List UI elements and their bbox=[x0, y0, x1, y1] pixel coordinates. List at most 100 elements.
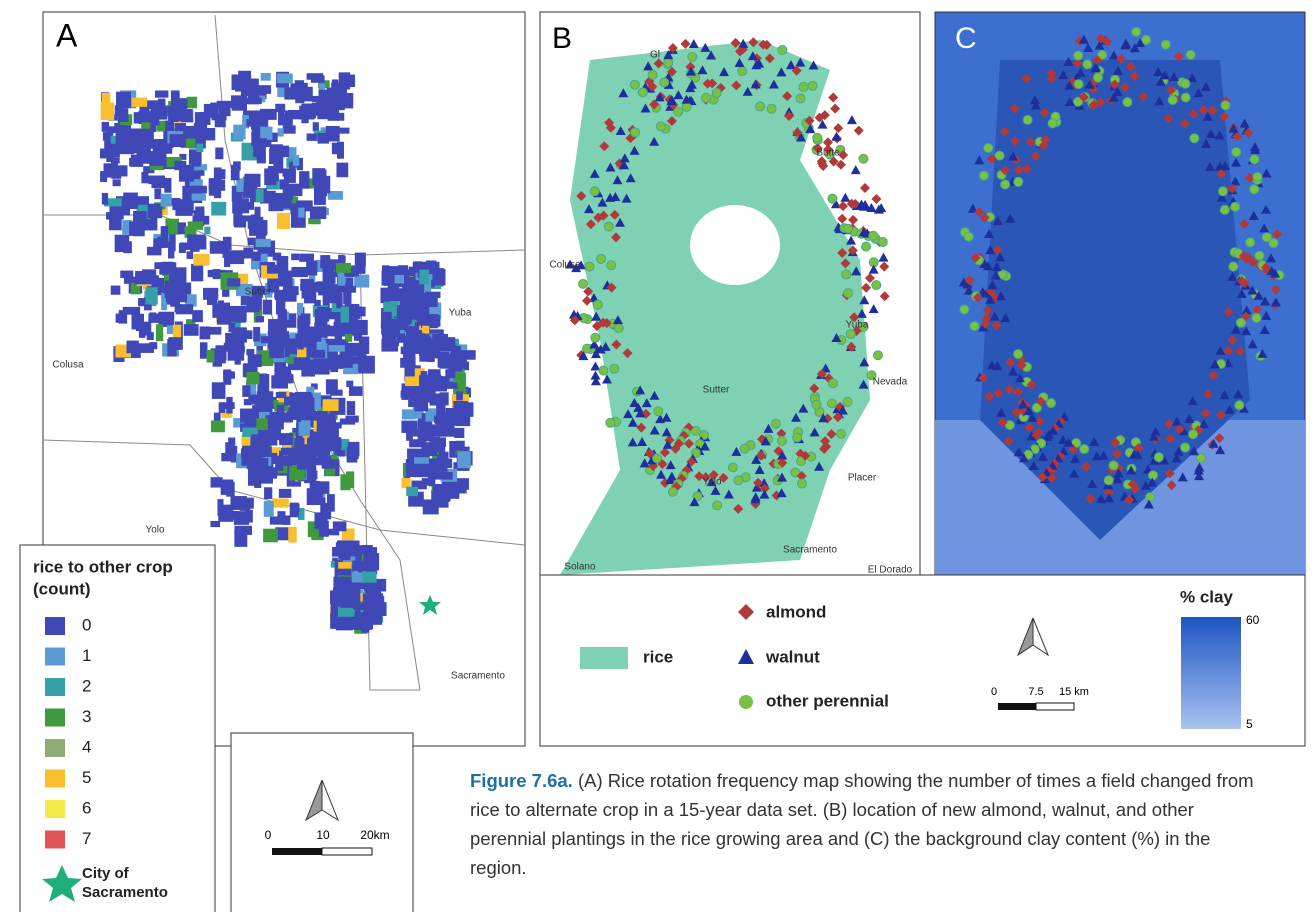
field bbox=[173, 285, 187, 302]
legend-swatch bbox=[45, 739, 65, 757]
legend-title: rice to other crop bbox=[33, 557, 173, 576]
place-label: Yolo bbox=[702, 477, 722, 488]
perennial-point bbox=[702, 93, 711, 102]
field bbox=[433, 438, 445, 452]
field bbox=[141, 172, 148, 183]
field bbox=[192, 310, 203, 322]
perennial-point bbox=[878, 238, 887, 247]
field bbox=[301, 360, 315, 377]
field bbox=[207, 288, 217, 305]
field bbox=[338, 255, 344, 261]
perennial-point bbox=[1250, 155, 1259, 164]
perennial-point bbox=[778, 45, 787, 54]
field bbox=[419, 270, 429, 285]
place-label: El Dorado bbox=[868, 565, 913, 576]
field bbox=[421, 371, 427, 387]
field bbox=[263, 529, 278, 543]
field bbox=[251, 132, 258, 146]
field bbox=[213, 269, 221, 279]
field bbox=[295, 84, 302, 91]
perennial-point bbox=[829, 379, 838, 388]
field bbox=[170, 134, 186, 147]
field bbox=[200, 326, 211, 339]
perennial-point bbox=[1080, 445, 1089, 454]
field bbox=[312, 168, 325, 185]
field bbox=[425, 292, 440, 298]
perennial-point bbox=[970, 322, 979, 331]
field bbox=[215, 345, 226, 360]
field bbox=[256, 316, 264, 322]
field bbox=[242, 446, 250, 459]
perennial-point bbox=[964, 232, 973, 241]
field bbox=[173, 325, 181, 338]
field bbox=[278, 128, 284, 136]
perennial-point bbox=[1219, 187, 1228, 196]
field bbox=[403, 350, 415, 361]
field bbox=[297, 333, 303, 349]
perennial-point bbox=[631, 128, 640, 137]
field bbox=[253, 327, 260, 342]
place-label: Yolo bbox=[145, 525, 165, 536]
field bbox=[169, 234, 175, 251]
field bbox=[167, 325, 174, 334]
perennial-point bbox=[797, 479, 806, 488]
perennial-point bbox=[740, 444, 749, 453]
field bbox=[341, 353, 352, 368]
field bbox=[164, 178, 171, 193]
field bbox=[139, 111, 156, 124]
legend-label: 7 bbox=[82, 829, 91, 848]
perennial-point bbox=[1149, 471, 1158, 480]
field bbox=[314, 323, 326, 333]
field bbox=[120, 271, 133, 278]
field bbox=[329, 345, 345, 352]
place-label: Butte bbox=[816, 148, 840, 159]
field bbox=[323, 399, 339, 411]
perennial-point bbox=[771, 419, 780, 428]
legend-label: 3 bbox=[82, 707, 91, 726]
field bbox=[308, 343, 316, 357]
field bbox=[264, 403, 271, 411]
scale-label: 0 bbox=[265, 828, 272, 842]
legend-swatch bbox=[45, 831, 65, 849]
legend-label: Sacramento bbox=[82, 884, 168, 901]
place-label: Yuba bbox=[846, 320, 869, 331]
perennial-point bbox=[846, 330, 855, 339]
perennial-point bbox=[1231, 202, 1240, 211]
field bbox=[171, 90, 180, 107]
field bbox=[252, 251, 261, 260]
field bbox=[193, 254, 209, 266]
field bbox=[279, 489, 291, 498]
perennial-point bbox=[1154, 453, 1163, 462]
field bbox=[339, 75, 355, 87]
field bbox=[165, 120, 174, 130]
perennial-point bbox=[812, 400, 821, 409]
legend-label: rice bbox=[643, 647, 673, 666]
field bbox=[343, 287, 351, 304]
field bbox=[307, 133, 317, 140]
field bbox=[102, 193, 108, 205]
field bbox=[333, 577, 344, 593]
field bbox=[324, 469, 335, 476]
perennial-point bbox=[668, 487, 677, 496]
field bbox=[145, 287, 157, 304]
field bbox=[279, 433, 293, 445]
perennial-point bbox=[585, 262, 594, 271]
field bbox=[283, 515, 291, 525]
field bbox=[353, 320, 368, 335]
field bbox=[211, 420, 225, 432]
page: {"panels":{"a":{"label":"A","places":["S… bbox=[0, 0, 1316, 912]
perennial-point bbox=[1189, 430, 1198, 439]
field bbox=[154, 262, 166, 269]
scale-label: 0 bbox=[991, 686, 997, 698]
field bbox=[221, 479, 234, 494]
field bbox=[175, 304, 181, 312]
field bbox=[149, 151, 166, 166]
perennial-point bbox=[607, 261, 616, 270]
field bbox=[246, 119, 255, 126]
field bbox=[436, 398, 445, 416]
field bbox=[449, 483, 467, 494]
caption: Figure 7.6a. (A) Rice rotation frequency… bbox=[470, 766, 1270, 882]
field bbox=[327, 494, 335, 512]
field bbox=[219, 402, 235, 409]
field bbox=[440, 487, 449, 496]
